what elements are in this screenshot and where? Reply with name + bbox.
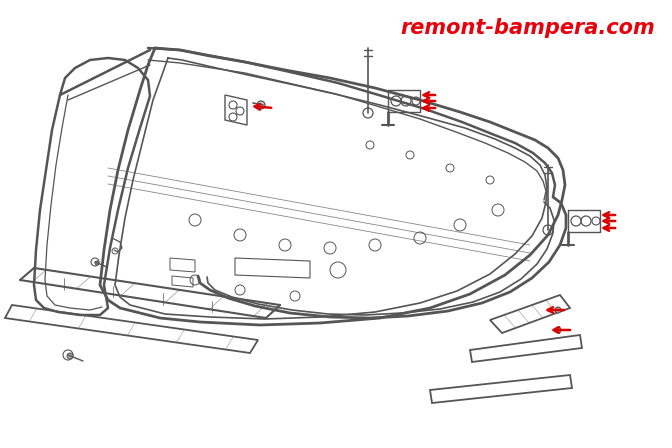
Circle shape [257, 101, 265, 109]
Circle shape [555, 307, 561, 313]
Circle shape [95, 261, 99, 265]
Text: remont-bampera.com: remont-bampera.com [401, 18, 655, 38]
Circle shape [555, 327, 561, 333]
Circle shape [67, 353, 73, 359]
